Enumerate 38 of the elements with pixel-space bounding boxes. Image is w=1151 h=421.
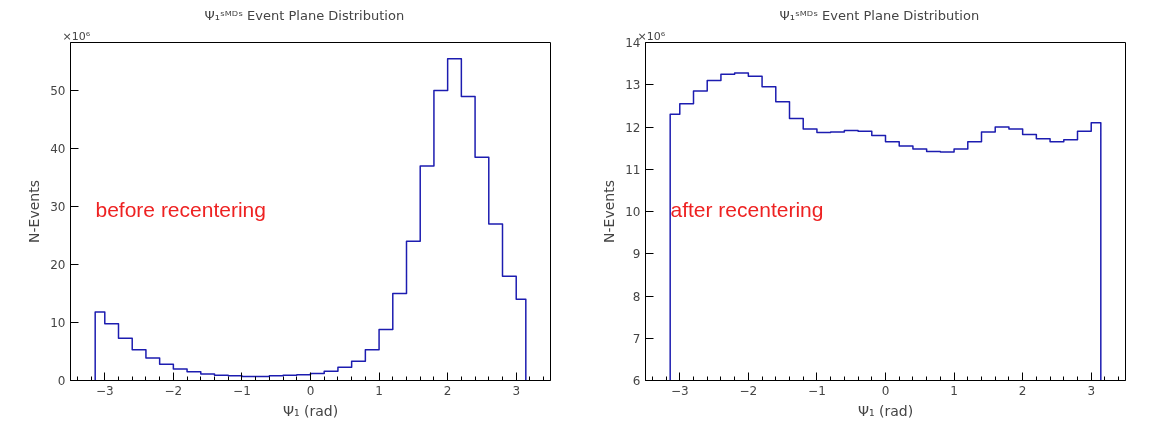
x-tick-label: 2 [1018, 383, 1027, 398]
x-tick-label: −2 [164, 383, 183, 398]
x-tick-label: −3 [95, 383, 114, 398]
chart-title: Ψ₁ˢᴹᴰˢ Event Plane Distribution [204, 7, 405, 23]
annotation: ×10⁶ [62, 29, 91, 43]
y-tick-label: 7 [632, 331, 641, 346]
y-tick-label: 14 [625, 36, 641, 50]
y-tick-label: 30 [50, 200, 66, 215]
chart-title: Ψ₁ˢᴹᴰˢ Event Plane Distribution [779, 7, 980, 23]
x-tick-label: −2 [739, 383, 758, 398]
y-tick-label: 40 [50, 142, 66, 157]
x-tick-label: −1 [233, 383, 251, 398]
y-tick-label: 10 [50, 316, 66, 331]
y-axis-title: N-Events [601, 180, 618, 243]
x-tick-label: 3 [1087, 383, 1096, 398]
x-tick-label: 0 [881, 383, 890, 398]
annotation: before recentering [95, 197, 266, 221]
y-tick-label: 6 [632, 374, 641, 388]
x-tick-label: 1 [950, 383, 958, 398]
y-tick-label: 50 [50, 84, 66, 99]
y-tick-label: 13 [625, 78, 641, 93]
x-tick-label: 0 [306, 383, 315, 398]
y-tick-label: 0 [57, 374, 66, 388]
annotation: after recentering [670, 197, 824, 221]
y-tick-label: 9 [632, 247, 641, 262]
y-tick-label: 11 [625, 162, 641, 177]
y-tick-label: 20 [50, 258, 66, 273]
x-tick-label: −1 [808, 383, 826, 398]
x-tick-label: −3 [670, 383, 689, 398]
x-tick-label: 1 [375, 383, 383, 398]
y-tick-label: 10 [625, 205, 641, 219]
y-tick-label: 8 [632, 289, 641, 304]
y-tick-label: 12 [625, 120, 641, 135]
x-tick-label: 2 [443, 383, 452, 398]
x-axis-title: Ψ₁ (rad) [282, 402, 339, 419]
y-axis-title: N-Events [26, 180, 43, 243]
x-axis-title: Ψ₁ (rad) [857, 402, 914, 419]
x-tick-label: 3 [512, 383, 521, 398]
